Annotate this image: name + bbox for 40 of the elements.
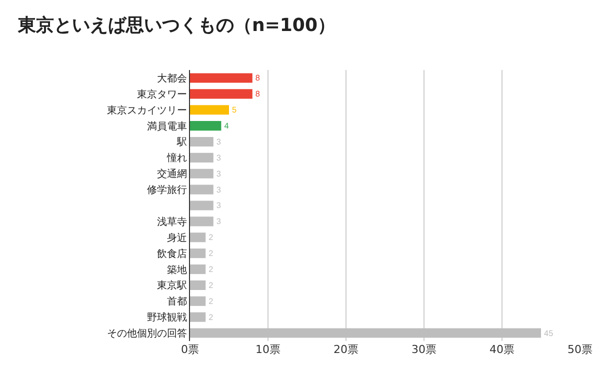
y-tick-label: その他個別の回答 <box>107 328 187 340</box>
bar <box>190 216 214 226</box>
x-tick-label: 10票 <box>256 343 280 356</box>
bar <box>190 168 214 178</box>
y-tick-label: 浅草寺 <box>157 216 187 228</box>
bar <box>190 328 541 338</box>
bar <box>190 105 229 115</box>
bar <box>190 264 206 274</box>
y-tick-label: 東京スカイツリー <box>107 104 187 116</box>
bar <box>190 312 206 322</box>
bar <box>190 136 214 147</box>
y-tick-label: 身近 <box>167 232 187 244</box>
bar <box>190 89 252 99</box>
bar <box>190 121 222 131</box>
bar <box>190 296 206 306</box>
bar <box>190 200 214 210</box>
x-tick-label: 40票 <box>490 343 514 356</box>
y-tick-label: 駅 <box>176 137 187 148</box>
bar <box>190 184 214 194</box>
y-tick-label: 築地 <box>167 264 187 276</box>
y-tick-label: 東京駅 <box>157 280 187 292</box>
bar <box>190 280 206 290</box>
y-tick-label: 野球観戦 <box>147 312 187 324</box>
bar <box>190 152 214 162</box>
x-tick-label: 0票 <box>181 343 199 356</box>
chart-title: 東京といえば思いつくもの（n=100） <box>17 15 336 36</box>
y-tick-label: 憧れ <box>166 152 187 164</box>
bar <box>190 248 206 258</box>
y-tick-label: 大都会 <box>157 72 187 84</box>
y-tick-label: 首都 <box>167 296 187 308</box>
bar <box>190 73 252 83</box>
x-tick-label: 30票 <box>412 343 436 356</box>
y-tick-label: 修学旅行 <box>147 184 187 196</box>
y-tick-label: 満員電車 <box>147 120 187 132</box>
y-tick-label: 交通網 <box>157 168 187 180</box>
y-tick-label: 飲食店 <box>157 248 187 260</box>
bar <box>190 232 206 242</box>
x-tick-label: 20票 <box>334 343 358 356</box>
x-tick-label: 50票 <box>568 343 592 356</box>
y-tick-label: 東京タワー <box>137 88 187 100</box>
